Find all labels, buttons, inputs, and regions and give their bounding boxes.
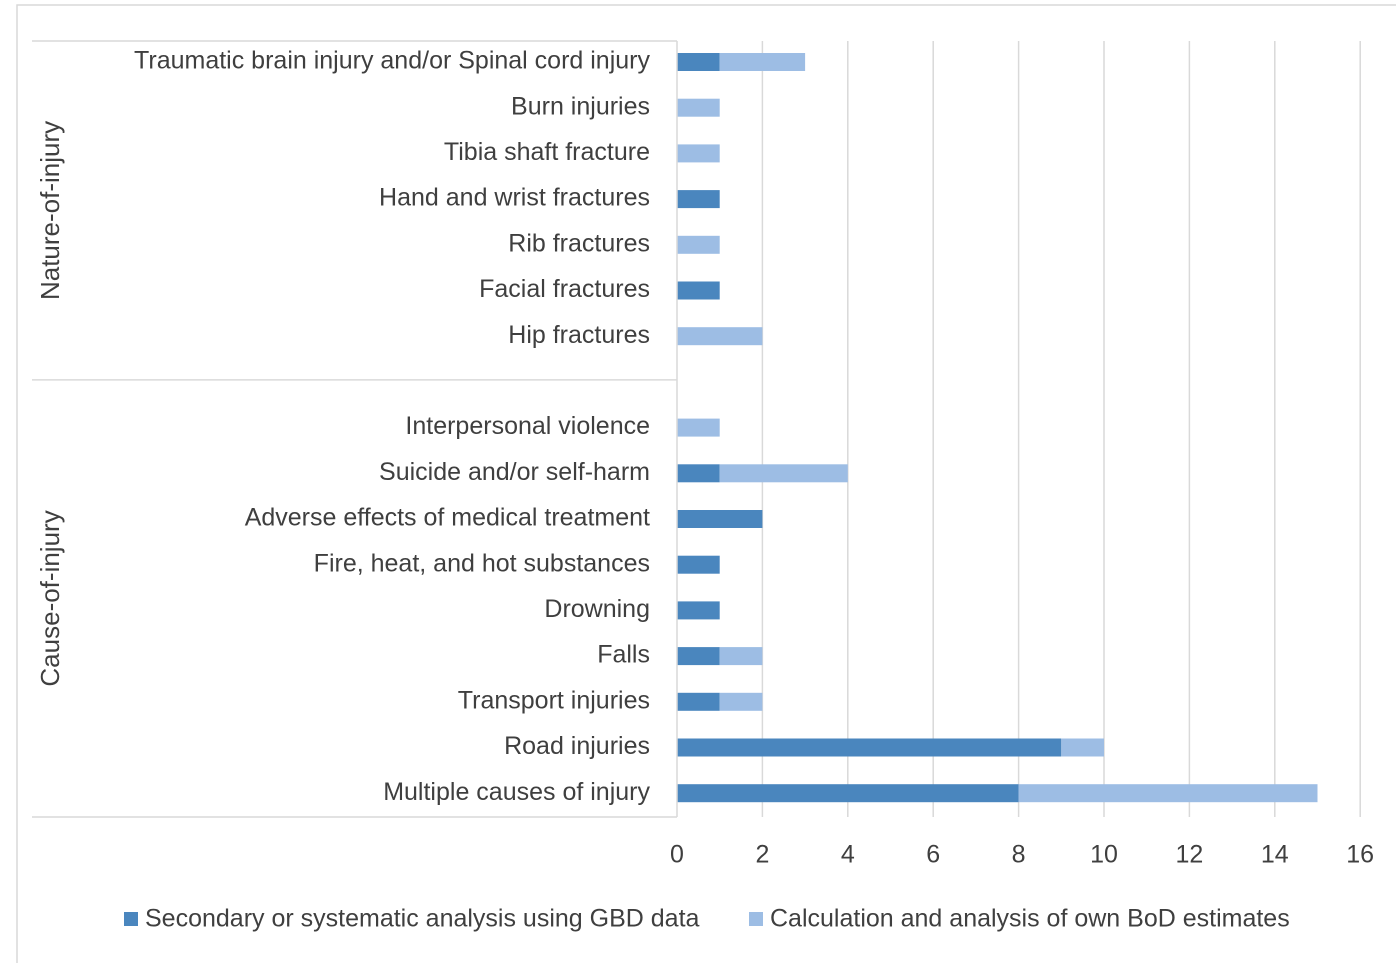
legend-label: Secondary or systematic analysis using G… xyxy=(145,905,700,933)
bar-gbd-12 xyxy=(677,647,720,666)
x-tick-label: 8 xyxy=(1012,841,1026,869)
category-label: Falls xyxy=(597,641,650,669)
category-label: Tibia shaft fracture xyxy=(444,138,650,166)
bar-gbd-13 xyxy=(677,692,720,711)
category-labels: Traumatic brain injury and/or Spinal cor… xyxy=(35,47,651,806)
category-label: Transport injuries xyxy=(458,686,650,714)
category-label: Hip fractures xyxy=(508,321,650,349)
legend-swatch xyxy=(124,912,138,926)
category-label: Traumatic brain injury and/or Spinal cor… xyxy=(134,47,650,75)
category-label: Hand and wrist fractures xyxy=(379,184,650,212)
x-tick-label: 0 xyxy=(670,841,684,869)
category-label: Rib fractures xyxy=(508,229,650,257)
category-label: Multiple causes of injury xyxy=(383,778,650,806)
x-tick-label: 2 xyxy=(755,841,769,869)
x-tick-label: 6 xyxy=(926,841,940,869)
x-tick-label: 14 xyxy=(1261,841,1289,869)
chart-border xyxy=(16,4,1396,963)
category-label: Interpersonal violence xyxy=(405,412,650,440)
bar-gbd-14 xyxy=(677,738,1062,757)
bar-own-0 xyxy=(719,53,806,71)
bar-gbd-11 xyxy=(677,601,720,620)
bar-gbd-3 xyxy=(677,190,720,209)
bar-own-1 xyxy=(677,98,720,117)
bar-own-14 xyxy=(1061,738,1104,757)
x-axis-ticks: 0 2 4 6 8 10 12 14 16 xyxy=(670,841,1374,869)
bar-own-15 xyxy=(1018,784,1318,803)
gridlines xyxy=(761,41,1361,817)
category-label: Road injuries xyxy=(504,732,650,760)
x-tick-label: 16 xyxy=(1346,841,1374,869)
category-frame xyxy=(32,40,678,818)
bar-own-13 xyxy=(719,692,763,711)
bar-own-12 xyxy=(719,647,763,666)
category-label: Fire, heat, and hot substances xyxy=(314,549,650,577)
category-label: Facial fractures xyxy=(479,275,650,303)
category-label: Burn injuries xyxy=(511,92,650,120)
bar-own-7 xyxy=(677,418,720,437)
bar-gbd-8 xyxy=(677,464,720,483)
bar-gbd-15 xyxy=(677,784,1019,803)
legend-swatch xyxy=(749,912,763,926)
legend-label: Calculation and analysis of own BoD esti… xyxy=(770,905,1290,933)
x-tick-label: 4 xyxy=(841,841,855,869)
bars xyxy=(677,53,1318,803)
bar-gbd-10 xyxy=(677,555,720,574)
group-label: Nature-of-injury xyxy=(35,121,65,300)
bar-own-6 xyxy=(677,327,763,346)
bar-own-8 xyxy=(719,464,848,483)
group-label: Cause-of-injury xyxy=(35,510,65,686)
bar-gbd-5 xyxy=(677,281,720,300)
category-label: Drowning xyxy=(544,595,650,623)
bar-gbd-9 xyxy=(677,510,763,528)
x-tick-label: 12 xyxy=(1175,841,1203,869)
x-tick-label: 10 xyxy=(1090,841,1118,869)
legend: Secondary or systematic analysis using G… xyxy=(124,905,1290,933)
category-label: Suicide and/or self-harm xyxy=(379,458,650,486)
bar-own-2 xyxy=(677,144,720,163)
bar-gbd-0 xyxy=(677,53,720,71)
category-label: Adverse effects of medical treatment xyxy=(245,504,650,532)
bar-own-4 xyxy=(677,235,720,254)
